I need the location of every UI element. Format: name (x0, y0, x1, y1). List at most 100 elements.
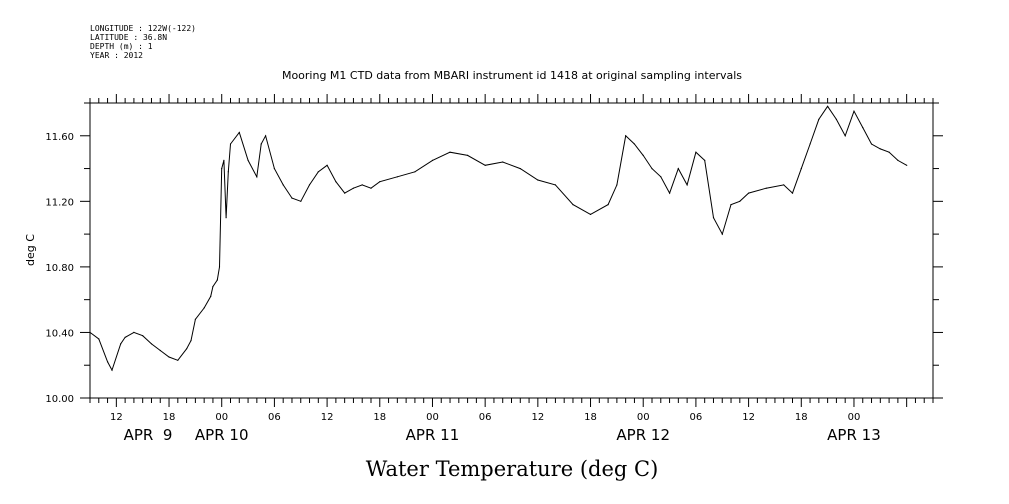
x-tick-label: 00 (215, 412, 228, 423)
data-point (168, 356, 170, 358)
data-point (194, 318, 196, 320)
data-point (704, 159, 706, 161)
data-point (223, 159, 225, 161)
data-point (203, 307, 205, 309)
data-point (190, 340, 192, 342)
x-axis: 12 18 00 06 12 18 00 06 12 18 00 06 12 18 00 APR 9 APR 1… (89, 94, 934, 444)
data-point (142, 335, 144, 337)
data-point (210, 295, 212, 297)
data-point (888, 151, 890, 153)
data-point (227, 171, 229, 173)
data-point (218, 266, 221, 268)
data-point (554, 184, 557, 186)
data-point (467, 154, 469, 156)
y-tick-label: 10.00 (45, 394, 74, 405)
data-point (308, 184, 311, 186)
data-point (186, 348, 188, 350)
data-point (827, 105, 829, 107)
data-point (686, 184, 688, 186)
data-point (844, 135, 846, 137)
data-point (344, 192, 346, 194)
data-point (256, 176, 258, 178)
data-point (124, 336, 126, 338)
y-tick-label: 10.80 (45, 263, 74, 274)
data-point (651, 168, 653, 170)
data-point (265, 135, 267, 137)
data-point (238, 131, 240, 134)
data-point (326, 164, 328, 166)
data-point (519, 168, 521, 170)
y-tick-label: 10.40 (45, 328, 74, 339)
data-point (484, 164, 486, 166)
data-point (642, 154, 644, 156)
data-point (260, 143, 262, 145)
date-label: APR 12 (616, 426, 670, 444)
data-point (712, 217, 715, 219)
x-tick-label: 12 (110, 412, 123, 423)
data-point (870, 143, 873, 145)
data-point (247, 159, 249, 161)
data-point (818, 118, 820, 120)
data-point (159, 349, 161, 352)
date-label: APR 9 (124, 426, 173, 444)
data-point (748, 192, 750, 194)
date-label: APR 11 (406, 426, 460, 444)
data-point (616, 184, 618, 186)
data-point (335, 181, 337, 183)
x-tick-label: 18 (584, 412, 597, 423)
data-point (212, 286, 214, 288)
data-point (98, 338, 100, 340)
data-point (361, 184, 363, 186)
data-point (677, 168, 679, 170)
x-tick-label: 18 (373, 412, 386, 423)
data-point (414, 171, 416, 173)
data-point (120, 343, 122, 345)
data-point (695, 151, 697, 153)
data-point (107, 361, 109, 363)
data-point (221, 168, 223, 170)
data-point (791, 192, 794, 194)
data-point (352, 187, 354, 189)
data-point (396, 176, 398, 178)
series-line-water-temperature (89, 105, 907, 372)
x-tick-label: 12 (742, 412, 755, 423)
data-point (809, 143, 811, 145)
x-tick-label: 12 (321, 412, 334, 423)
data-point (229, 143, 232, 145)
y-tick-label: 11.60 (45, 132, 74, 143)
data-point (589, 213, 592, 215)
data-point (89, 331, 91, 333)
data-point (273, 168, 275, 170)
series-points (89, 105, 908, 371)
data-point (111, 369, 113, 371)
data-point (669, 192, 671, 194)
data-point (317, 171, 319, 173)
data-point (150, 343, 153, 345)
data-point (370, 187, 372, 189)
x-tick-label: 18 (163, 412, 176, 423)
data-point (300, 200, 302, 202)
data-point (625, 135, 627, 137)
data-point (721, 233, 723, 235)
data-point (225, 217, 227, 219)
data-point (502, 161, 504, 163)
meta-year: YEAR : 2012 (90, 51, 143, 60)
x-tick-label: 00 (426, 412, 439, 423)
data-point (133, 331, 135, 333)
data-point (449, 151, 451, 153)
y-tick-label: 11.20 (45, 197, 74, 208)
chart-title: Mooring M1 CTD data from MBARI instrumen… (282, 69, 742, 82)
data-point (660, 176, 662, 178)
x-tick-label: 06 (690, 412, 703, 423)
meta-longitude: LONGITUDE : 122W(-122) (90, 24, 196, 33)
data-point (431, 159, 434, 161)
data-point (282, 184, 284, 186)
data-point (633, 143, 636, 145)
x-axis-label: Water Temperature (deg C) (366, 457, 659, 481)
data-point (835, 118, 838, 120)
plot-frame (89, 102, 934, 399)
data-point (572, 204, 574, 206)
data-point (783, 184, 785, 186)
data-point (897, 159, 899, 161)
